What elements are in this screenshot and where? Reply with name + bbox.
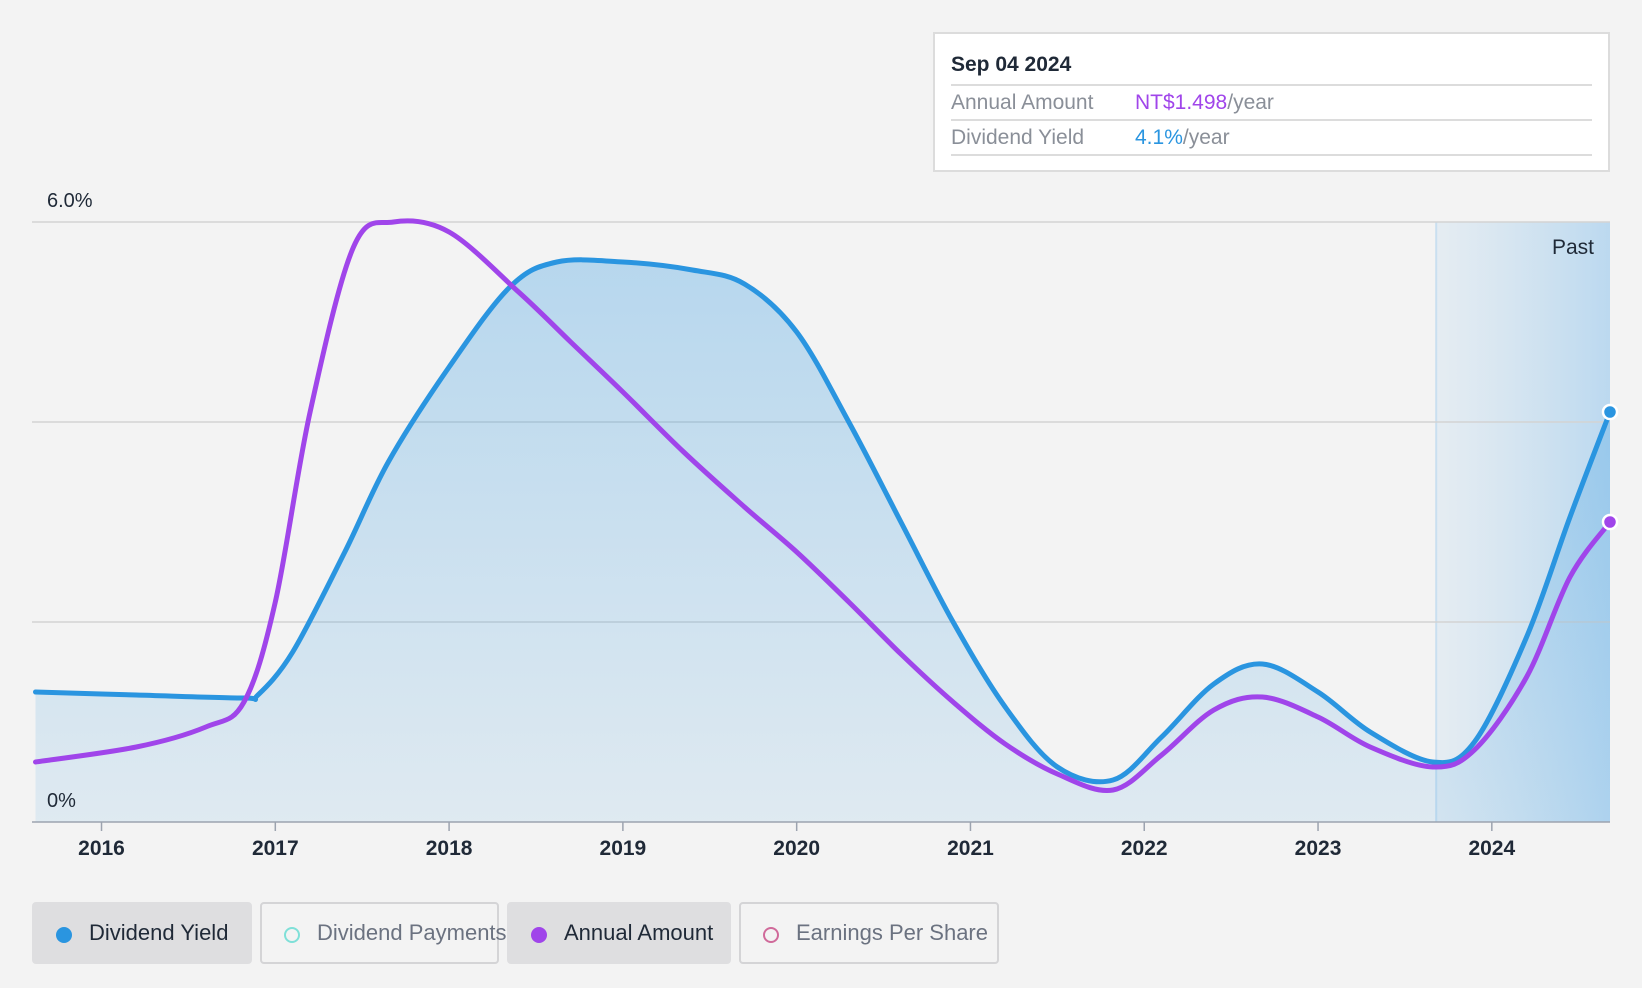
tooltip-panel: Sep 04 2024 Annual Amount NT$1.498/year D… xyxy=(933,32,1610,172)
legend-annual-amount-label: Annual Amount xyxy=(564,920,714,945)
tooltip-dividend-yield-row: Dividend Yield 4.1%/year xyxy=(951,121,1592,156)
y-tick-label-top: 6.0% xyxy=(47,190,93,212)
tooltip-annual-amount-row: Annual Amount NT$1.498/year xyxy=(951,86,1592,121)
annual-amount-line xyxy=(33,218,1613,794)
x-tick-label-2024: 2024 xyxy=(1468,837,1515,860)
x-tick-label-2022: 2022 xyxy=(1121,837,1168,860)
tooltip-dividend-yield-label: Dividend Yield xyxy=(951,126,1085,149)
tooltip-dividend-yield-value: 4.1% xyxy=(1135,126,1183,149)
annual-amount-end-point xyxy=(1601,513,1619,531)
legend-dividend-payments-dot xyxy=(284,927,300,943)
legend-dividend-yield-label: Dividend Yield xyxy=(89,920,229,945)
legend-dividend-payments-button[interactable]: Dividend Payments xyxy=(260,902,507,964)
x-tick-label-2016: 2016 xyxy=(78,837,125,860)
tooltip-annual-amount-suffix: /year xyxy=(1227,91,1274,114)
x-tick-label-2020: 2020 xyxy=(773,837,820,860)
x-tick-label-2017: 2017 xyxy=(252,837,299,860)
legend-dividend-payments-label: Dividend Payments xyxy=(317,920,507,945)
tooltip-dividend-yield-suffix: /year xyxy=(1182,126,1230,149)
x-tick-label-2021: 2021 xyxy=(947,837,994,860)
x-tick-label-2023: 2023 xyxy=(1295,837,1342,860)
legend-dividend-yield-dot xyxy=(56,927,72,943)
legend-earnings-per-share-label: Earnings Per Share xyxy=(796,920,988,945)
tooltip-annual-amount-label: Annual Amount xyxy=(951,91,1094,114)
y-tick-label-bottom: 0% xyxy=(47,790,76,812)
dividend-yield-line xyxy=(33,257,1613,785)
tooltip-annual-amount-value: NT$1.498 xyxy=(1135,91,1228,114)
legend-annual-amount-dot xyxy=(531,927,547,943)
legend-earnings-per-share-button[interactable]: Earnings Per Share xyxy=(739,902,999,964)
x-tick-label-2018: 2018 xyxy=(426,837,473,860)
legend-dividend-yield-button[interactable]: Dividend Yield xyxy=(32,902,252,964)
legend-annual-amount-button[interactable]: Annual Amount xyxy=(507,902,731,964)
dividend-yield-end-point xyxy=(1601,403,1619,421)
x-tick-label-2019: 2019 xyxy=(600,837,647,860)
past-label: Past xyxy=(1552,236,1594,259)
legend-earnings-per-share-dot xyxy=(763,927,779,943)
tooltip-date: Sep 04 2024 xyxy=(951,34,1592,86)
